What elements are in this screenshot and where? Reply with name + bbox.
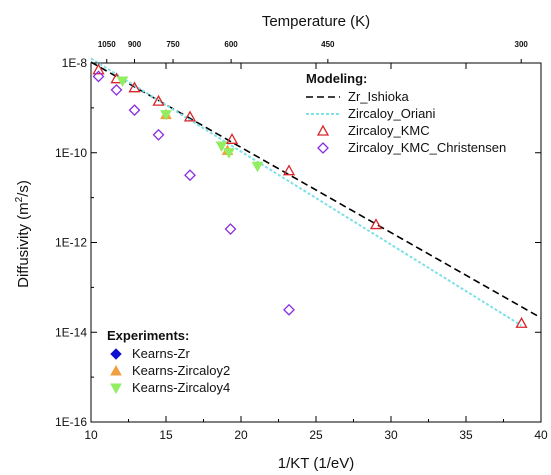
data-point-kearns-zircaloy4 [223, 148, 235, 159]
x-tick-label: 15 [159, 428, 173, 442]
legend-label-kearns-zircaloy4: Kearns-Zircaloy4 [132, 380, 230, 395]
data-point-zircaloy-kmc-christensen [224, 223, 237, 235]
top-tick-label: 1050 [98, 40, 116, 49]
legend-swatch-zircaloy-kmc [316, 124, 330, 136]
data-point-kearns-zircaloy4 [251, 161, 264, 173]
data-point-zircaloy-kmc [92, 63, 105, 75]
data-point-zircaloy-kmc-christensen [92, 70, 105, 83]
y-tick-label: 1E-10 [55, 146, 87, 160]
data-point-zircaloy-kmc [282, 164, 296, 176]
legend-label-zircaloy-kmc: Zircaloy_KMC [348, 123, 430, 138]
x-tick-label: 30 [384, 428, 398, 442]
data-point-zircaloy-kmc [152, 94, 165, 106]
data-point-zircaloy-kmc [369, 218, 383, 230]
legend-label-zircaloy-kmc-christensen: Zircaloy_KMC_Christensen [348, 140, 506, 155]
data-point-zircaloy-kmc-christensen [128, 104, 141, 117]
legend-modeling-heading: Modeling: [306, 71, 367, 86]
data-point-kearns-zircaloy4 [215, 141, 228, 153]
x-tick-label: 35 [459, 428, 473, 442]
top-axis-title: Temperature (K) [262, 13, 370, 30]
legend-label-zircaloy-oriani: Zircaloy_Oriani [348, 106, 436, 121]
legend-swatch-zircaloy-kmc-christensen [317, 142, 329, 154]
data-point-zircaloy-kmc-christensen [283, 303, 295, 316]
data-point-zircaloy-kmc [128, 81, 141, 93]
data-point-zircaloy-kmc-christensen [152, 128, 165, 141]
x-axis-title: 1/KT (1/eV) [278, 455, 354, 472]
x-tick-label: 40 [534, 428, 548, 442]
x-tick-label: 25 [309, 428, 323, 442]
top-tick-label: 900 [128, 40, 142, 49]
y-tick-label: 1E-8 [62, 56, 88, 70]
data-point-zircaloy-kmc [515, 316, 528, 328]
data-point-zircaloy-kmc [225, 132, 239, 144]
data-point-kearns-zircaloy4 [160, 110, 172, 121]
legend-label-kearns-zircaloy2: Kearns-Zircaloy2 [132, 363, 230, 378]
data-point-zircaloy-kmc [183, 110, 197, 122]
y-tick-label: 1E-14 [55, 325, 87, 339]
legend-swatch-kearns-zircaloy4 [110, 383, 122, 395]
y-axis-title-end: /s) [15, 180, 32, 197]
y-axis-title: Diffusivity (m2/s) [14, 180, 32, 288]
top-tick-label: 300 [515, 40, 529, 49]
x-tick-label: 10 [84, 428, 98, 442]
legend-experiments-heading: Experiments: [107, 328, 189, 343]
data-point-kearns-zircaloy4 [116, 76, 129, 87]
legend-swatch-kearns-zircaloy2 [110, 364, 122, 376]
y-tick-label: 1E-16 [55, 415, 87, 429]
legend-experiments: Experiments: Kearns-Zr Kearns-Zircaloy2 Ke… [107, 328, 230, 395]
legend-label-zr-ishioka: Zr_Ishioka [348, 89, 409, 104]
top-tick-label: 600 [224, 40, 238, 49]
legend-modeling: Modeling: Zr_Ishioka Zircaloy_Oriani Zirca… [306, 71, 506, 155]
data-point-zircaloy-kmc-christensen [184, 169, 196, 182]
top-tick-label: 750 [166, 40, 180, 49]
legend-label-kearns-zr: Kearns-Zr [132, 346, 190, 361]
legend-swatch-kearns-zr [110, 348, 122, 360]
x-tick-label: 20 [234, 428, 248, 442]
data-point-zircaloy-kmc-christensen [110, 84, 123, 96]
series-line-zr-ishioka [90, 61, 542, 319]
y-axis-title-main: Diffusivity (m [15, 202, 32, 288]
top-tick-label: 450 [321, 40, 335, 49]
y-axis-title-sup: 2 [14, 196, 25, 202]
y-tick-label: 1E-12 [55, 236, 87, 250]
series-line-zircaloy-oriani [90, 57, 523, 327]
